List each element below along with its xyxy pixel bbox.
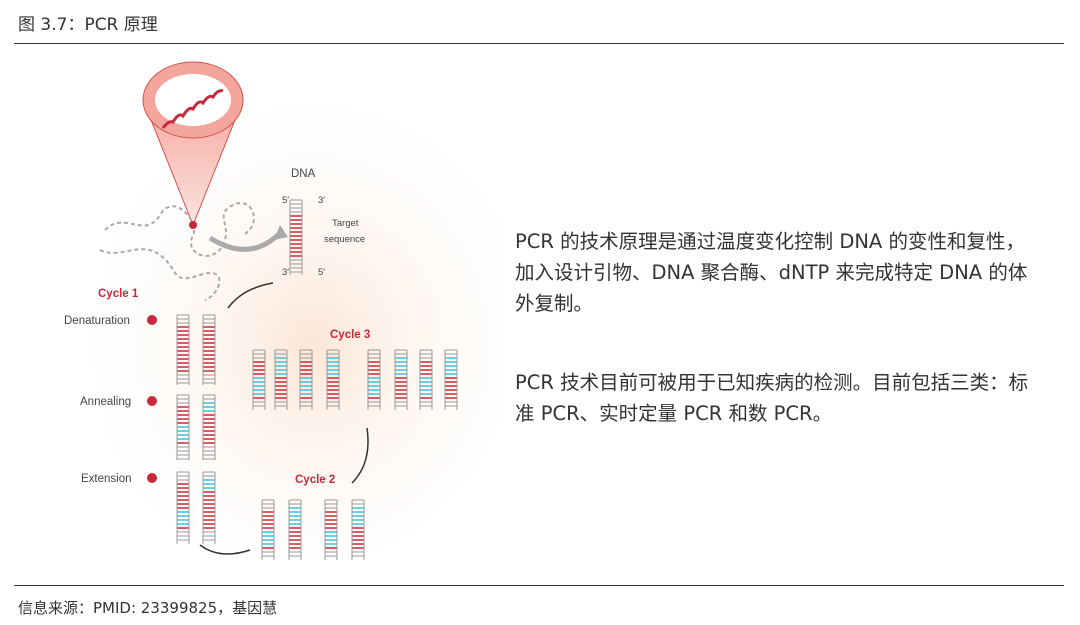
dna-ladder xyxy=(202,394,216,460)
dna-ladder xyxy=(326,349,340,410)
dna-helix-icon xyxy=(161,89,224,129)
description-paragraph-2: PCR 技术目前可被用于已知疾病的检测。目前包括三类：标准 PCR、实时定量 P… xyxy=(515,371,1029,425)
step-label: Denaturation xyxy=(64,315,130,327)
zoom-arrow xyxy=(208,231,282,252)
bottom-divider xyxy=(14,585,1064,586)
dna-ladder xyxy=(394,349,408,410)
pcr-diagram: DNA 5′ 3′ 3′ 5′ Target sequence Cycle 1 … xyxy=(60,61,500,560)
dna-ladder xyxy=(261,499,275,560)
dna-ladder xyxy=(444,349,458,410)
dna-ladder xyxy=(289,199,303,275)
dna-ladder xyxy=(202,471,216,544)
dna-ladder xyxy=(299,349,313,410)
background-glow xyxy=(60,70,500,560)
dna-ladder xyxy=(274,349,288,410)
dna-ladder xyxy=(176,314,190,385)
dna-ladder xyxy=(176,394,190,460)
description-paragraph-1: PCR 的技术原理是通过温度变化控制 DNA 的变性和复性，加入设计引物、DNA… xyxy=(515,230,1028,315)
dna-ladder xyxy=(351,499,365,560)
step-number-badge xyxy=(147,315,157,325)
target-label: Target xyxy=(332,218,359,229)
cycle-2-label: Cycle 2 xyxy=(295,474,335,486)
dna-ladder xyxy=(252,349,266,410)
step-label: Annealing xyxy=(80,396,131,408)
source-note: 信息来源：PMID: 23399825，基因慧 xyxy=(18,599,278,617)
cycle-arrow xyxy=(227,282,274,309)
top-divider xyxy=(14,43,1064,44)
step-number-badge xyxy=(147,396,157,406)
dna-ladder xyxy=(202,314,216,385)
dna-ladder xyxy=(324,499,338,560)
dna-label: DNA xyxy=(291,168,316,180)
dna-ladder xyxy=(419,349,433,410)
five-prime-label: 5′ xyxy=(318,267,325,278)
three-prime-label: 3′ xyxy=(282,267,289,278)
genome-strand xyxy=(99,202,255,301)
step-label: Extension xyxy=(81,473,132,485)
cycle-arrow xyxy=(351,427,369,484)
target-label: sequence xyxy=(324,234,365,245)
five-prime-label: 5′ xyxy=(282,195,289,206)
step-number-badge xyxy=(147,473,157,483)
dna-ladder xyxy=(288,499,302,560)
cycle-3-label: Cycle 3 xyxy=(330,329,370,341)
cycle-1-label: Cycle 1 xyxy=(98,288,139,300)
target-locus-dot xyxy=(189,221,197,229)
dna-ladder xyxy=(367,349,381,410)
cycle-arrow xyxy=(199,544,251,555)
three-prime-label: 3′ xyxy=(318,195,325,206)
figure-title: 图 3.7：PCR 原理 xyxy=(18,15,158,35)
dna-ladder xyxy=(176,471,190,544)
